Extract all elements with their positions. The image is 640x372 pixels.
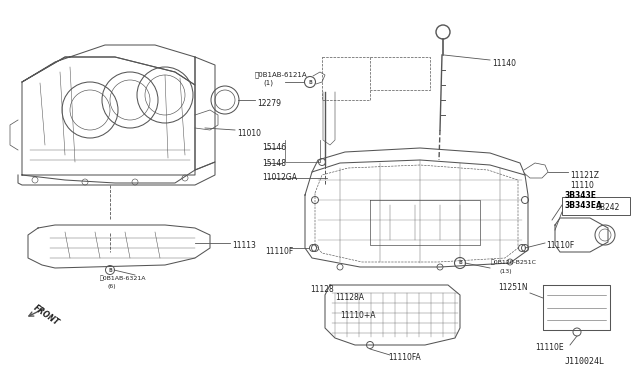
Text: 11251N: 11251N — [498, 283, 527, 292]
Text: 11113: 11113 — [232, 241, 256, 250]
Text: Ⓑ0B1AB-6321A: Ⓑ0B1AB-6321A — [100, 275, 147, 281]
Text: Ⓑ0B1AB-6121A: Ⓑ0B1AB-6121A — [255, 71, 308, 78]
Text: 3B343E: 3B343E — [565, 191, 597, 200]
Text: 11121Z: 11121Z — [570, 170, 599, 180]
Text: 11110FA: 11110FA — [388, 353, 420, 362]
Text: 11128A: 11128A — [335, 293, 364, 302]
Text: 11110: 11110 — [570, 181, 594, 190]
Text: 3B242: 3B242 — [595, 203, 620, 212]
Text: 11110F: 11110F — [265, 247, 293, 256]
Text: 11110E: 11110E — [535, 343, 564, 353]
Text: J110024L: J110024L — [565, 357, 605, 366]
Text: B: B — [308, 80, 312, 84]
Text: 11010: 11010 — [237, 128, 261, 138]
Bar — [562, 197, 630, 215]
Text: 15146: 15146 — [262, 144, 286, 153]
Text: 11110F: 11110F — [546, 241, 574, 250]
Text: FRONT: FRONT — [32, 303, 61, 327]
Text: B: B — [108, 267, 112, 273]
Text: (13): (13) — [499, 269, 511, 274]
Text: B: B — [458, 260, 462, 266]
Text: 11110+A: 11110+A — [340, 311, 376, 320]
Text: 11140: 11140 — [492, 58, 516, 67]
Text: 15148: 15148 — [262, 158, 286, 167]
Text: Ⓑ0B120-B251C: Ⓑ0B120-B251C — [491, 259, 537, 265]
Text: 11012GA: 11012GA — [262, 173, 297, 183]
Text: (6): (6) — [108, 284, 116, 289]
Text: 3B343EA: 3B343EA — [565, 201, 603, 210]
Text: (1): (1) — [263, 80, 273, 87]
Text: 11128: 11128 — [310, 285, 333, 294]
Text: 12279: 12279 — [257, 99, 281, 108]
